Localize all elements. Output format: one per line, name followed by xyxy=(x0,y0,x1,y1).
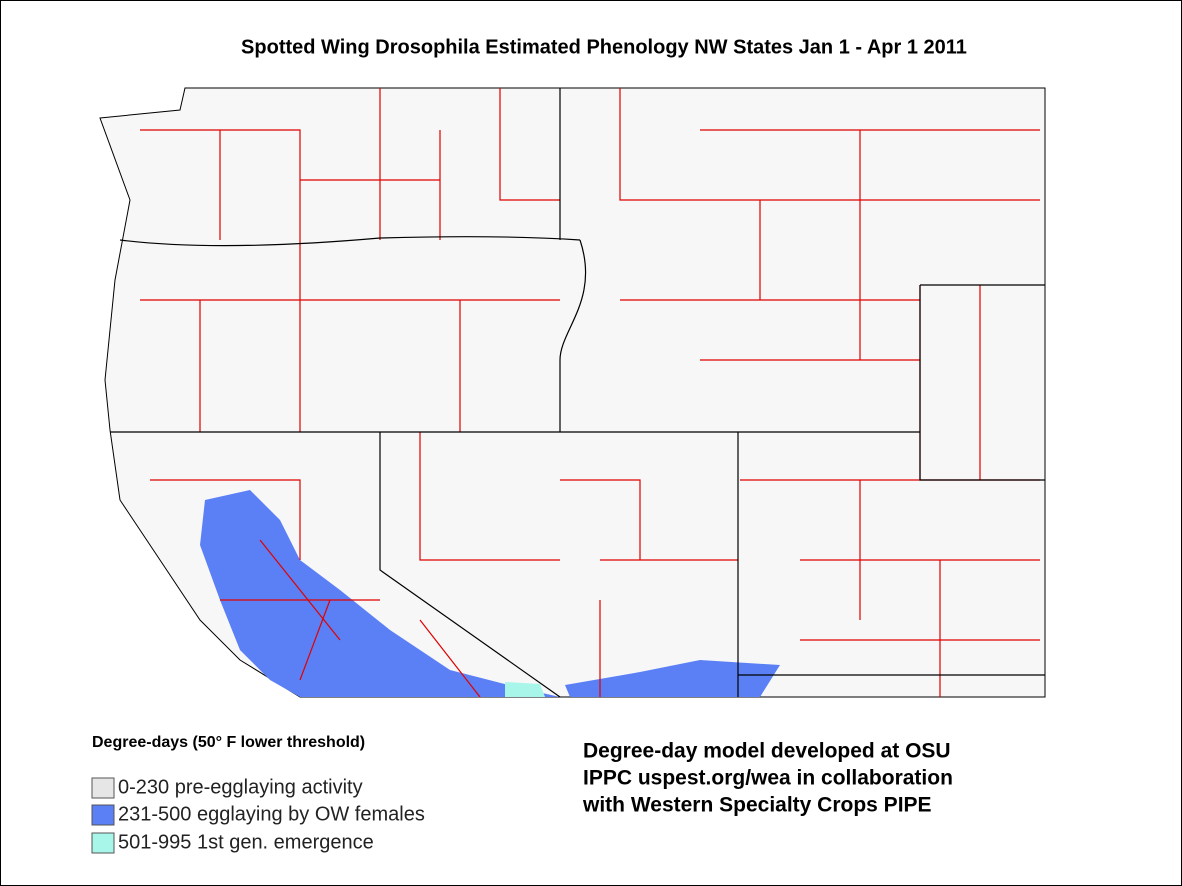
warm-region xyxy=(565,660,780,697)
legend: 0-230 pre-egglaying activity 231-500 eggl… xyxy=(91,776,425,854)
state-lines xyxy=(110,88,1045,698)
map xyxy=(99,87,1046,698)
legend-swatch xyxy=(91,777,115,799)
credit-line: IPPC uspest.org/wea in collaboration xyxy=(583,767,953,790)
legend-swatch xyxy=(91,832,115,854)
credits: Degree-day model developed at OSU IPPC us… xyxy=(582,740,953,817)
legend-label: 0-230 pre-egglaying activity xyxy=(118,776,363,798)
legend-label: 501-995 1st gen. emergence xyxy=(118,831,374,853)
warm-region xyxy=(200,490,560,697)
credit-line: Degree-day model developed at OSU xyxy=(583,740,951,763)
legend-title: Degree-days (50° F lower threshold) xyxy=(92,734,365,751)
legend-label: 231-500 egglaying by OW females xyxy=(118,803,425,825)
emergence-region xyxy=(505,682,545,697)
map-title: Spotted Wing Drosophila Estimated Phenol… xyxy=(241,36,967,58)
land xyxy=(99,87,1046,698)
legend-swatch xyxy=(91,804,115,826)
credit-line: with Western Specialty Crops PIPE xyxy=(582,794,932,817)
